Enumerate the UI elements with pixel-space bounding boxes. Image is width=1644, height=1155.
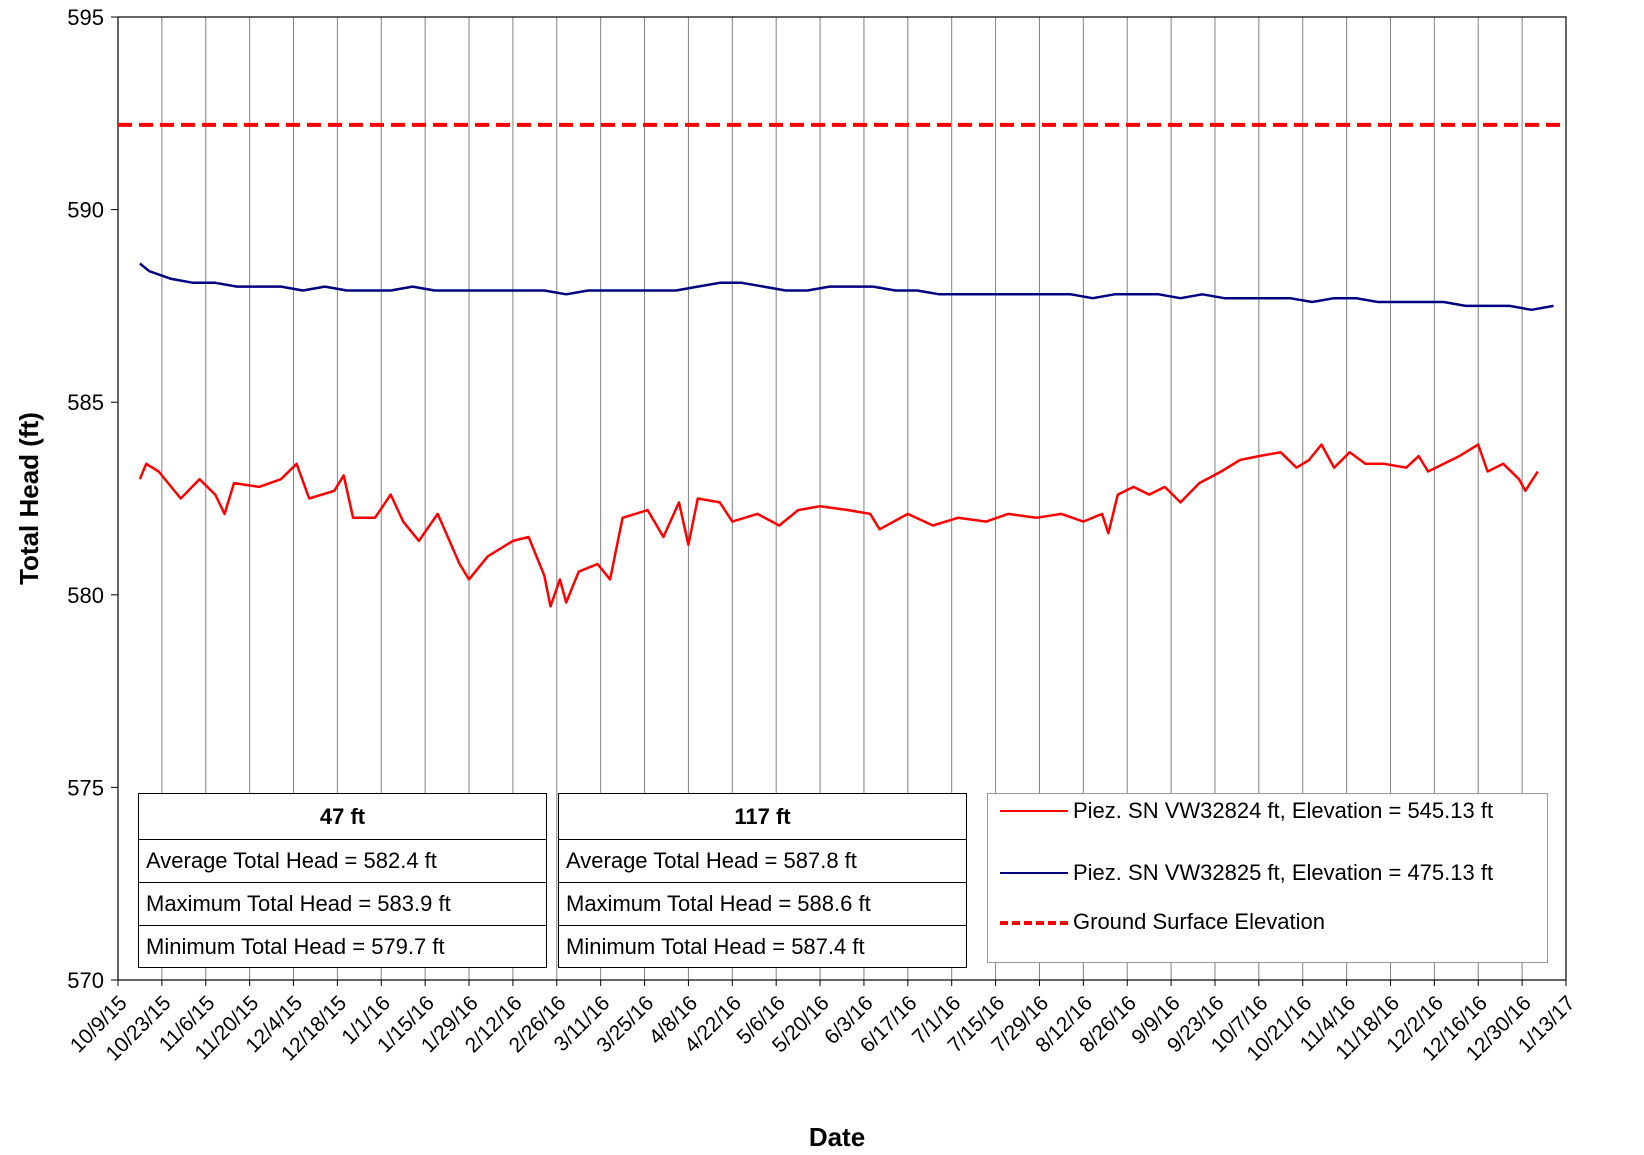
- legend-label: Piez. SN VW32824 ft, Elevation = 545.13 …: [1073, 798, 1494, 823]
- legend-label: Ground Surface Elevation: [1073, 909, 1325, 934]
- x-axis-title: Date: [809, 1122, 865, 1152]
- y-tick-label: 585: [67, 390, 104, 415]
- y-tick-label: 575: [67, 775, 104, 800]
- y-axis-title: Total Head (ft): [14, 412, 44, 585]
- series-line: [138, 443, 1539, 608]
- table-row: Minimum Total Head = 579.7 ft: [139, 925, 546, 968]
- legend-swatch: [1000, 872, 1068, 874]
- table-row: Average Total Head = 587.8 ft: [559, 839, 966, 882]
- table-title: 47 ft: [319, 804, 366, 829]
- table-row: Maximum Total Head = 588.6 ft: [559, 882, 966, 925]
- legend-swatch: [1000, 921, 1068, 925]
- y-tick-label: 570: [67, 968, 104, 993]
- y-tick-label: 595: [67, 5, 104, 30]
- stats-table: 47 ft Average Total Head = 582.4 ft Maximu…: [138, 793, 547, 968]
- stats-table: 117 ft Average Total Head = 587.8 ft Maxim…: [558, 793, 967, 968]
- legend-label: Piez. SN VW32825 ft, Elevation = 475.13 …: [1073, 860, 1494, 885]
- y-tick-label: 580: [67, 583, 104, 608]
- y-tick-label: 590: [67, 198, 104, 223]
- legend: Piez. SN VW32824 ft, Elevation = 545.13 …: [987, 793, 1548, 963]
- legend-swatch: [1000, 810, 1068, 812]
- series-line: [139, 262, 1554, 312]
- table-row: Maximum Total Head = 583.9 ft: [139, 882, 546, 925]
- plot-border: [117, 16, 1567, 981]
- table-row: Minimum Total Head = 587.4 ft: [559, 925, 966, 968]
- table-title: 117 ft: [734, 804, 791, 829]
- table-row: Average Total Head = 582.4 ft: [139, 839, 546, 882]
